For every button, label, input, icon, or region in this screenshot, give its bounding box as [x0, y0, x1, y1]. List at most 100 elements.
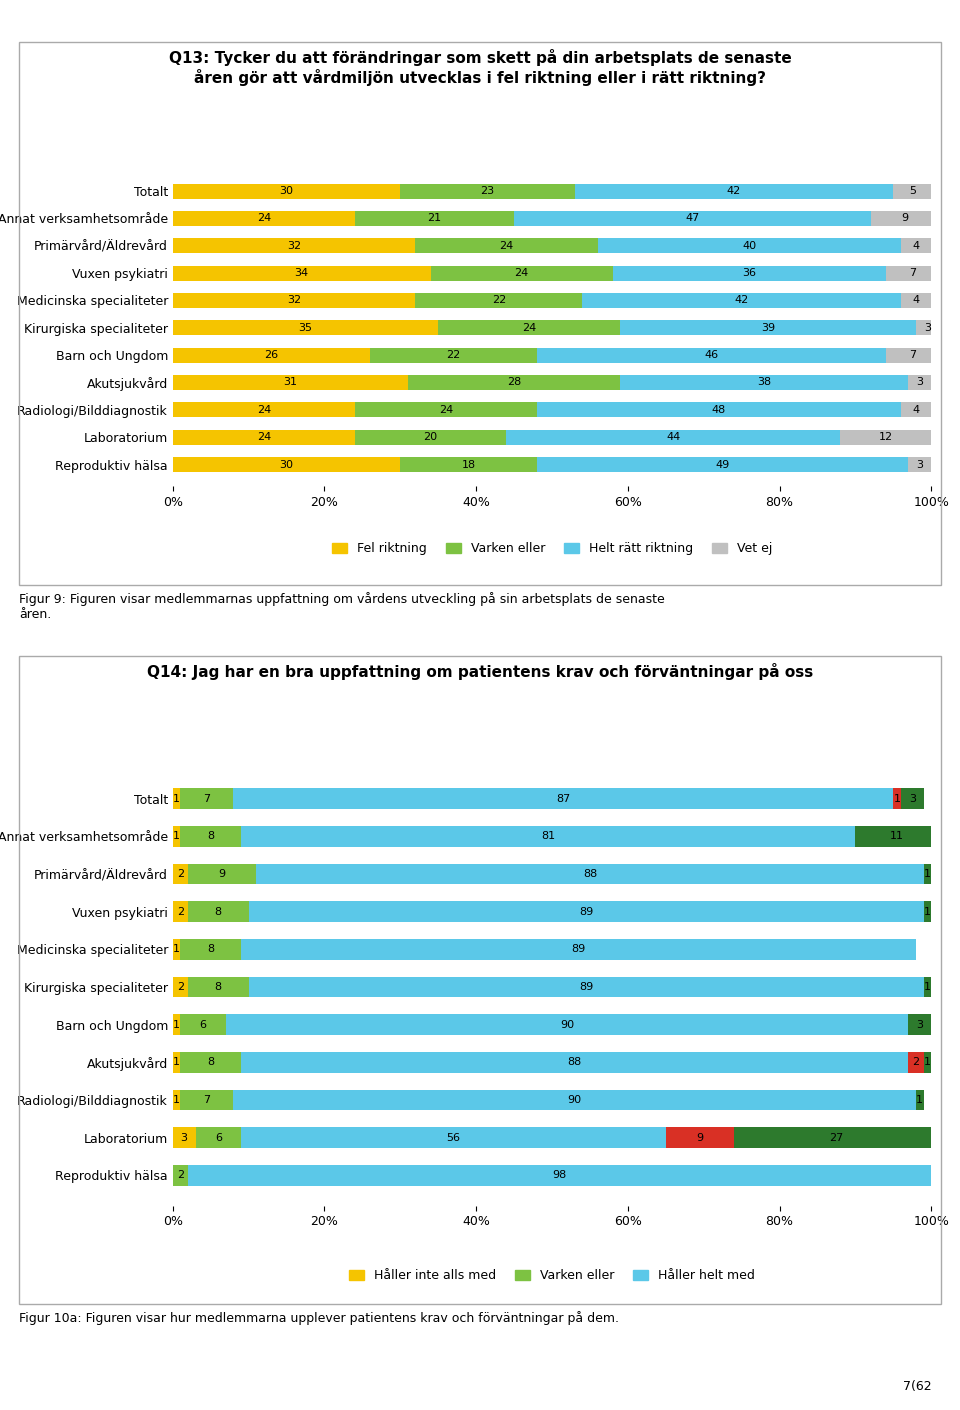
- Bar: [583, 293, 900, 307]
- Bar: [924, 864, 931, 884]
- Text: 1: 1: [894, 794, 900, 804]
- Text: 88: 88: [567, 1058, 582, 1067]
- Text: 44: 44: [666, 433, 681, 443]
- Bar: [241, 939, 916, 960]
- Bar: [173, 826, 180, 846]
- Text: 4: 4: [912, 296, 920, 306]
- Text: 90: 90: [567, 1096, 582, 1105]
- Bar: [241, 1052, 908, 1073]
- Bar: [188, 901, 249, 922]
- Text: 34: 34: [295, 268, 309, 278]
- Bar: [180, 1090, 233, 1110]
- Bar: [173, 320, 438, 336]
- Text: 1: 1: [924, 981, 931, 993]
- Bar: [408, 375, 620, 391]
- Bar: [173, 238, 416, 254]
- Text: 12: 12: [878, 433, 893, 443]
- Text: 3: 3: [909, 794, 916, 804]
- Bar: [188, 977, 249, 997]
- Text: 40: 40: [742, 241, 756, 251]
- Text: 46: 46: [705, 350, 718, 360]
- Legend: Fel riktning, Varken eller, Helt rätt riktning, Vet ej: Fel riktning, Varken eller, Helt rätt ri…: [327, 537, 777, 560]
- Text: 56: 56: [446, 1132, 461, 1142]
- Bar: [173, 1052, 180, 1073]
- Text: 24: 24: [256, 213, 271, 223]
- Text: 7: 7: [909, 350, 916, 360]
- Text: 7: 7: [204, 1096, 210, 1105]
- Bar: [908, 457, 931, 472]
- Bar: [173, 293, 416, 307]
- Bar: [180, 1052, 241, 1073]
- Text: 2: 2: [177, 869, 184, 878]
- Bar: [924, 977, 931, 997]
- Text: 31: 31: [283, 378, 298, 388]
- Text: 8: 8: [215, 907, 222, 916]
- Text: 24: 24: [515, 268, 529, 278]
- Bar: [916, 320, 939, 336]
- Bar: [188, 1165, 931, 1186]
- Text: 88: 88: [583, 869, 597, 878]
- Bar: [173, 1090, 180, 1110]
- Text: 7: 7: [909, 268, 916, 278]
- Text: 8: 8: [207, 832, 214, 842]
- Text: 6: 6: [200, 1019, 206, 1029]
- Text: 22: 22: [446, 350, 461, 360]
- Text: 87: 87: [556, 794, 570, 804]
- Text: Figur 9: Figuren visar medlemmarnas uppfattning om vårdens utveckling på sin arb: Figur 9: Figuren visar medlemmarnas uppf…: [19, 592, 665, 622]
- Bar: [173, 1014, 180, 1035]
- Text: 24: 24: [439, 405, 453, 415]
- Bar: [840, 430, 931, 444]
- Bar: [256, 864, 924, 884]
- Text: 9: 9: [219, 869, 226, 878]
- Text: 89: 89: [571, 945, 586, 955]
- Text: 6: 6: [215, 1132, 222, 1142]
- Text: 1: 1: [173, 945, 180, 955]
- Bar: [173, 864, 188, 884]
- Bar: [233, 788, 893, 809]
- Text: 11: 11: [890, 832, 904, 842]
- Text: 39: 39: [761, 323, 776, 333]
- Text: 48: 48: [711, 405, 726, 415]
- Text: 24: 24: [256, 405, 271, 415]
- Bar: [173, 1128, 196, 1148]
- Bar: [893, 788, 900, 809]
- Text: 9: 9: [696, 1132, 704, 1142]
- Bar: [908, 1052, 924, 1073]
- Text: 32: 32: [287, 241, 301, 251]
- Text: 30: 30: [279, 186, 294, 196]
- Text: 21: 21: [427, 213, 442, 223]
- Text: 89: 89: [579, 907, 593, 916]
- Bar: [620, 320, 916, 336]
- Text: 2: 2: [177, 1170, 184, 1180]
- Bar: [180, 939, 241, 960]
- Text: 2: 2: [177, 981, 184, 993]
- Text: 1: 1: [917, 1096, 924, 1105]
- Text: 3: 3: [917, 1019, 924, 1029]
- Bar: [416, 293, 583, 307]
- Bar: [575, 183, 893, 199]
- Bar: [900, 293, 931, 307]
- Text: 89: 89: [579, 981, 593, 993]
- Bar: [355, 430, 507, 444]
- Bar: [226, 1014, 908, 1035]
- Bar: [924, 901, 931, 922]
- Bar: [416, 238, 597, 254]
- Bar: [537, 348, 886, 362]
- Bar: [180, 826, 241, 846]
- Bar: [249, 901, 924, 922]
- Bar: [900, 402, 931, 417]
- Text: 20: 20: [423, 433, 438, 443]
- Bar: [355, 212, 514, 226]
- Bar: [173, 939, 180, 960]
- Text: 8: 8: [207, 945, 214, 955]
- Text: Q14: Jag har en bra uppfattning om patientens krav och förväntningar på oss: Q14: Jag har en bra uppfattning om patie…: [147, 663, 813, 680]
- Bar: [886, 348, 939, 362]
- Text: 1: 1: [924, 869, 931, 878]
- Bar: [173, 375, 408, 391]
- Bar: [173, 183, 400, 199]
- Text: 7(62: 7(62: [902, 1380, 931, 1393]
- Bar: [370, 348, 537, 362]
- Bar: [886, 265, 939, 281]
- Text: 8: 8: [215, 981, 222, 993]
- Text: 30: 30: [279, 460, 294, 470]
